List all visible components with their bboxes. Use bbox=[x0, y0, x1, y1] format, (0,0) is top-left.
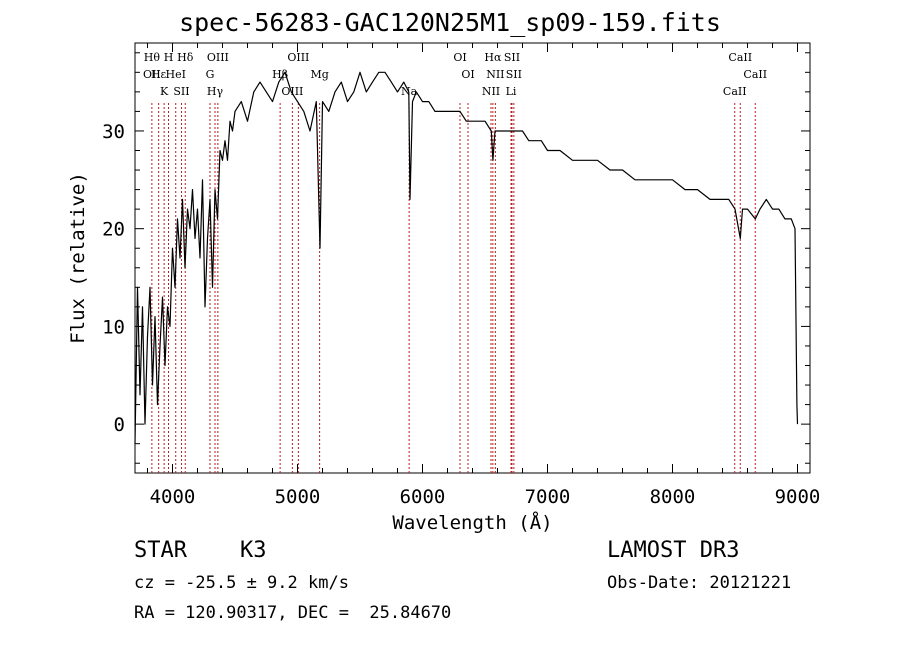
x-tick-label: 8000 bbox=[650, 486, 696, 508]
spectral-line-label: Hθ bbox=[144, 51, 161, 64]
spectral-line-label: SII bbox=[173, 85, 189, 98]
spectral-line-label: Mg bbox=[310, 68, 328, 81]
spectral-line-label: Hα bbox=[484, 51, 502, 64]
y-tick-label: 30 bbox=[102, 121, 125, 143]
coordinates-readout: RA = 120.90317, DEC = 25.84670 bbox=[134, 603, 452, 623]
x-tick-label: 9000 bbox=[775, 486, 821, 508]
chart-title: spec-56283-GAC120N25M1_sp09-159.fits bbox=[179, 8, 721, 37]
spectral-line-label: Hβ bbox=[272, 68, 288, 81]
spectral-line-label: Li bbox=[506, 85, 517, 98]
spectral-line-label: Na bbox=[401, 85, 418, 98]
survey-label: LAMOST DR3 bbox=[607, 538, 740, 563]
x-tick-label: 6000 bbox=[400, 486, 446, 508]
spectrum-line bbox=[134, 71, 799, 444]
y-axis-label: Flux (relative) bbox=[67, 172, 89, 344]
x-tick-label: 4000 bbox=[150, 486, 196, 508]
spectral-line-label: HeI bbox=[166, 68, 186, 81]
spectral-line-label: OI bbox=[453, 51, 466, 64]
spectral-line-label: H bbox=[164, 51, 174, 64]
observation-date: Obs-Date: 20121221 bbox=[607, 573, 792, 593]
spectral-line-label: K bbox=[160, 85, 169, 98]
spectral-line-label: NII bbox=[482, 85, 500, 98]
spectral-line-label: OIII bbox=[207, 51, 229, 64]
spectral-line-label: Hε bbox=[151, 68, 167, 81]
spectral-line-label: OI bbox=[461, 68, 474, 81]
spectral-line-label: NII bbox=[486, 68, 504, 81]
spectral-line-label: CaII bbox=[728, 51, 752, 64]
y-tick-label: 10 bbox=[102, 316, 125, 338]
spectral-line-label: SII bbox=[506, 68, 522, 81]
spectral-line-label: OII bbox=[143, 68, 161, 81]
spectral-line-label: CaII bbox=[743, 68, 767, 81]
x-tick-label: 5000 bbox=[275, 486, 321, 508]
spectral-line-label: CaII bbox=[723, 85, 747, 98]
plot-frame bbox=[134, 42, 811, 474]
spectral-line-label: Hδ bbox=[177, 51, 194, 64]
spectral-line-label: G bbox=[206, 68, 215, 81]
redshift-readout: cz = -25.5 ± 9.2 km/s bbox=[134, 573, 349, 593]
object-class: STAR bbox=[134, 538, 187, 563]
spectral-line-label: SII bbox=[504, 51, 520, 64]
spectral-line-label: OIII bbox=[287, 51, 309, 64]
y-tick-label: 20 bbox=[102, 219, 125, 241]
spectral-line-label: OIII bbox=[281, 85, 303, 98]
x-tick-label: 7000 bbox=[525, 486, 571, 508]
x-axis-label: Wavelength (Å) bbox=[392, 511, 552, 534]
y-tick-label: 0 bbox=[114, 414, 125, 436]
object-subclass: K3 bbox=[240, 538, 267, 563]
spectral-line-label: Hγ bbox=[207, 85, 224, 98]
